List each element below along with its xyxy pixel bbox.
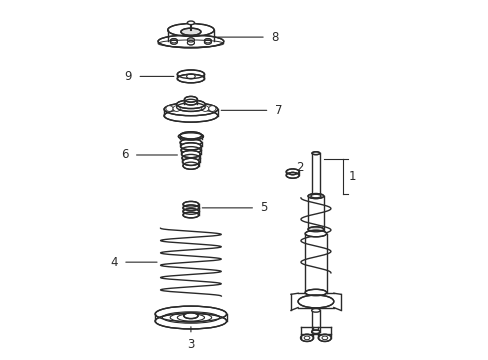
Ellipse shape [176, 100, 205, 109]
Ellipse shape [318, 334, 331, 342]
Ellipse shape [300, 334, 313, 342]
Ellipse shape [155, 313, 226, 329]
Ellipse shape [307, 194, 323, 199]
Ellipse shape [181, 150, 200, 158]
Ellipse shape [180, 143, 201, 150]
Ellipse shape [165, 106, 173, 111]
Ellipse shape [305, 230, 326, 237]
Ellipse shape [182, 158, 199, 165]
Ellipse shape [285, 172, 299, 178]
Text: 4: 4 [110, 256, 118, 269]
Ellipse shape [178, 133, 203, 140]
Text: 1: 1 [348, 170, 356, 183]
Ellipse shape [158, 35, 224, 48]
Ellipse shape [170, 39, 177, 43]
Text: 2: 2 [296, 161, 303, 174]
Text: 7: 7 [274, 104, 282, 117]
Ellipse shape [187, 41, 194, 45]
Text: 6: 6 [121, 148, 128, 162]
Ellipse shape [183, 205, 198, 211]
Ellipse shape [204, 40, 211, 44]
Ellipse shape [285, 169, 299, 175]
Ellipse shape [311, 152, 319, 155]
Ellipse shape [184, 99, 197, 105]
Ellipse shape [182, 154, 199, 162]
Ellipse shape [177, 70, 204, 78]
Ellipse shape [311, 309, 320, 312]
Ellipse shape [204, 39, 211, 43]
Ellipse shape [183, 162, 198, 169]
Ellipse shape [164, 103, 217, 116]
Ellipse shape [208, 106, 216, 111]
Text: 5: 5 [260, 201, 267, 214]
Ellipse shape [201, 106, 208, 111]
Ellipse shape [181, 28, 201, 35]
Ellipse shape [164, 109, 217, 122]
Ellipse shape [183, 202, 198, 207]
Ellipse shape [155, 306, 226, 322]
Ellipse shape [187, 21, 194, 24]
Ellipse shape [298, 295, 333, 308]
Ellipse shape [181, 147, 200, 154]
Ellipse shape [177, 74, 204, 83]
Ellipse shape [170, 40, 177, 44]
Ellipse shape [307, 227, 323, 232]
Text: 3: 3 [187, 338, 194, 351]
Ellipse shape [183, 313, 198, 319]
Ellipse shape [310, 194, 321, 198]
Ellipse shape [187, 38, 194, 42]
Ellipse shape [180, 132, 201, 139]
Ellipse shape [180, 139, 201, 146]
Ellipse shape [184, 96, 197, 102]
Text: 9: 9 [124, 70, 132, 83]
Ellipse shape [305, 289, 326, 296]
Text: 8: 8 [271, 31, 278, 44]
Ellipse shape [173, 106, 180, 111]
Ellipse shape [183, 212, 198, 218]
Ellipse shape [176, 103, 205, 111]
Ellipse shape [311, 330, 320, 334]
Ellipse shape [183, 208, 198, 214]
Ellipse shape [167, 23, 214, 36]
